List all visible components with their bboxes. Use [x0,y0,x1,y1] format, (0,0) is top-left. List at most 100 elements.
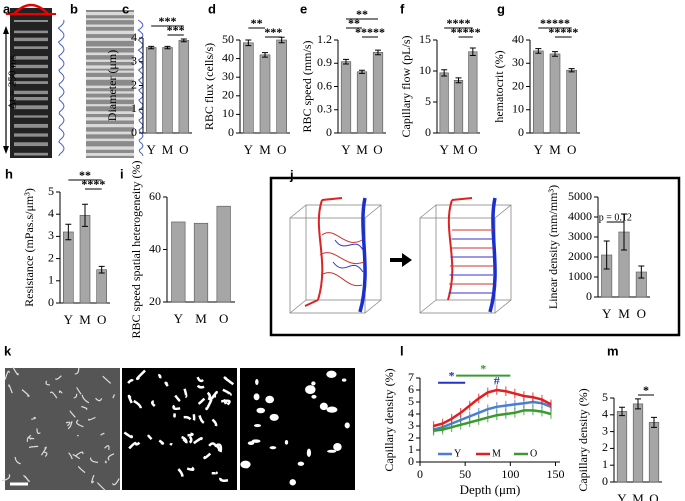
x-tick-label: O [97,312,106,327]
vessel [73,393,78,399]
y-tick-label: 3 [408,418,414,432]
blob [319,402,328,411]
error-bar [619,406,625,417]
blob [265,395,275,404]
legend-label: Y [454,448,461,459]
vessel [69,410,76,418]
error-bar [455,77,462,84]
significance-label: ** [251,16,263,30]
intensity-trace [137,19,144,157]
stripe [86,30,134,35]
stripe [86,138,134,142]
x-tick-label: 150 [546,467,564,481]
stripe [86,124,134,128]
vessel [87,416,96,421]
y-tick-label: 1.2 [317,32,332,46]
blob [297,461,305,466]
x-tick-label: M [79,312,91,327]
vessel [89,457,99,463]
y-tick-label: 5 [408,394,414,408]
vessel [68,452,73,460]
significance-label: **** [81,177,105,191]
y-tick-label: 0 [586,289,592,303]
image-raw [5,368,120,490]
y-tick-label: 50 [222,32,234,46]
y-tick-label: 5 [602,390,608,404]
series-line [433,388,552,428]
stripe [86,46,134,49]
error-bar [245,39,252,47]
blob [240,460,251,469]
error-bar [535,48,542,54]
panel-label: a [3,1,11,16]
error-bar [82,203,88,227]
y-tick-label: 10 [222,106,234,120]
error-bar [164,45,171,50]
error-bar [441,69,448,77]
y-tick-label: 4 [602,407,608,421]
significance-label: # [494,373,500,387]
y-tick-label: 60 [149,189,161,203]
x-tick-label: O [179,142,188,157]
x-tick-label: O [468,142,477,157]
y-tick-label: 3 [131,54,137,68]
y-axis-title: Resistance (mPas.s/μm³) [22,188,36,307]
stripe [86,131,134,135]
panel-j-box [269,176,681,337]
x-tick-label: 100 [501,467,519,481]
significance-label: ***** [540,16,570,30]
vessel [76,387,82,395]
y-axis-title: Diameter (μm) [105,50,119,121]
stripe [14,152,48,156]
error-bar [180,38,187,43]
vessel [186,466,195,471]
x-tick-label: Y [174,311,184,326]
cube-right [419,204,512,314]
y-tick-label: 2 [48,250,54,264]
y-tick-label: 0 [326,125,332,139]
bar [340,61,352,134]
stripe [14,37,48,42]
y-tick-label: 5 [48,184,54,198]
x-tick-label: O [373,142,382,157]
blob [341,378,347,382]
x-tick-label: Y [617,491,627,501]
y-tick-label: 10 [419,63,431,77]
x-tick-label: Y [602,306,612,321]
stripe [86,52,134,56]
error-bar [635,398,641,410]
vessel [135,369,146,381]
vessel [196,384,205,389]
y-tick-label: 0 [602,474,608,488]
artery [447,197,473,301]
blob [251,439,261,443]
vessel [67,421,73,430]
y-tick-label: 7 [408,370,414,384]
y-tick-label: 1 [48,273,54,287]
y-axis-title: Capillary density (%) [576,388,590,491]
error-bar [621,213,627,251]
vessel [127,379,134,384]
bar [216,205,231,303]
vessel [220,399,231,406]
vein [358,197,367,313]
stripe [86,76,134,80]
panel-label: j [289,167,294,182]
vessel [211,471,218,475]
vessel [91,474,95,484]
significance-label: ***** [548,25,578,39]
vessel [58,390,63,394]
y-tick-label: 40 [512,32,524,46]
vessel [206,391,212,401]
significance-label: ***** [451,25,481,39]
panel-label: i [120,166,124,181]
panel-label: f [400,1,405,16]
vessel [1,474,11,482]
x-tick-label: M [162,142,174,157]
vessel [111,478,120,486]
blob [311,394,317,399]
y-tick-label: 0 [131,125,137,139]
blob [256,407,266,414]
time-annotation: Δt = 250 ms [7,55,19,109]
stripe [14,133,48,137]
